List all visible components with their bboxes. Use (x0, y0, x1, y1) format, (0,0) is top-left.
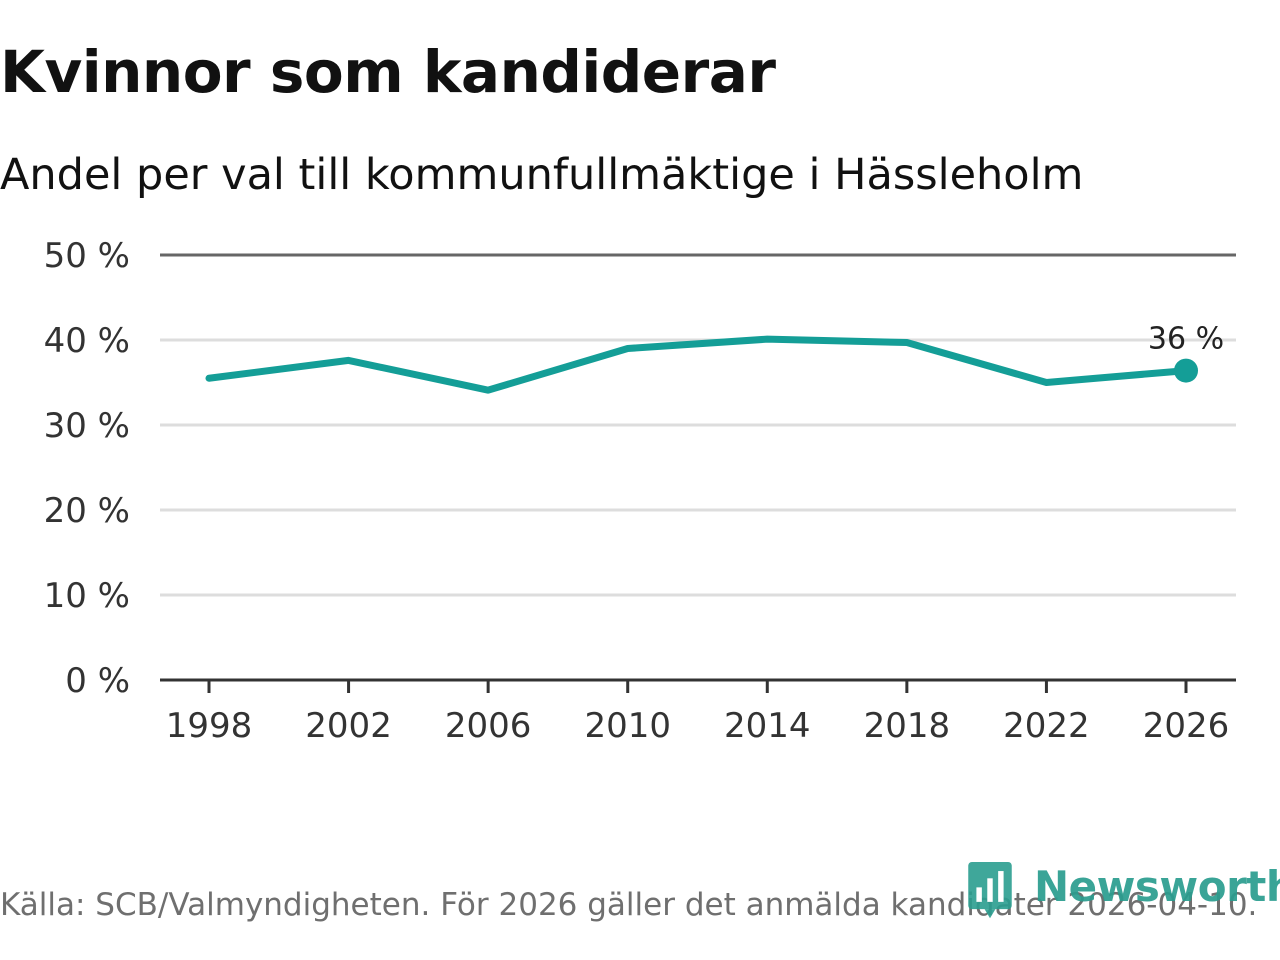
x-axis: 1998 2002 2006 2010 2014 2018 2022 2026 (160, 678, 1236, 746)
chart-subtitle: Andel per val till kommunfullmäktige i H… (0, 150, 1084, 200)
logo-text: Newsworthy (1034, 862, 1280, 911)
y-tick-label: 40 % (44, 321, 130, 361)
x-tick-label: 2014 (724, 706, 811, 746)
x-tick-label: 2002 (305, 706, 392, 746)
y-tick-label: 10 % (44, 576, 130, 616)
x-tick-label: 1998 (166, 706, 253, 746)
gridlines (160, 253, 1236, 597)
newsworthy-logo: Newsworthy (966, 862, 1280, 922)
y-tick-label: 30 % (44, 406, 130, 446)
series-line (205, 335, 1190, 394)
chart-title: Kvinnor som kandiderar (0, 38, 776, 106)
line-chart: 0 % 10 % 20 % 30 % 40 % 50 % 1998 2002 2006 2010… (44, 236, 1236, 746)
y-tick-label: 50 % (44, 236, 130, 276)
x-tick-label: 2022 (1003, 706, 1090, 746)
x-tick-label: 2010 (584, 706, 671, 746)
end-labels: 36 % (1148, 322, 1224, 357)
y-axis-tick-labels: 0 % 10 % 20 % 30 % 40 % 50 % (44, 236, 130, 701)
x-tick-label: 2006 (445, 706, 532, 746)
newsworthy-logo-icon (968, 862, 1012, 919)
end-point-label: 36 % (1148, 322, 1224, 357)
end-point-marker (1174, 358, 1198, 383)
source-note: Källa: SCB/Valmyndigheten. För 2026 gäll… (0, 887, 1258, 923)
x-tick-label: 2018 (864, 706, 951, 746)
series-andel-kvinnor (205, 335, 1198, 394)
y-tick-label: 0 % (65, 661, 130, 701)
y-tick-label: 20 % (44, 491, 130, 531)
x-tick-label: 2026 (1143, 706, 1230, 746)
